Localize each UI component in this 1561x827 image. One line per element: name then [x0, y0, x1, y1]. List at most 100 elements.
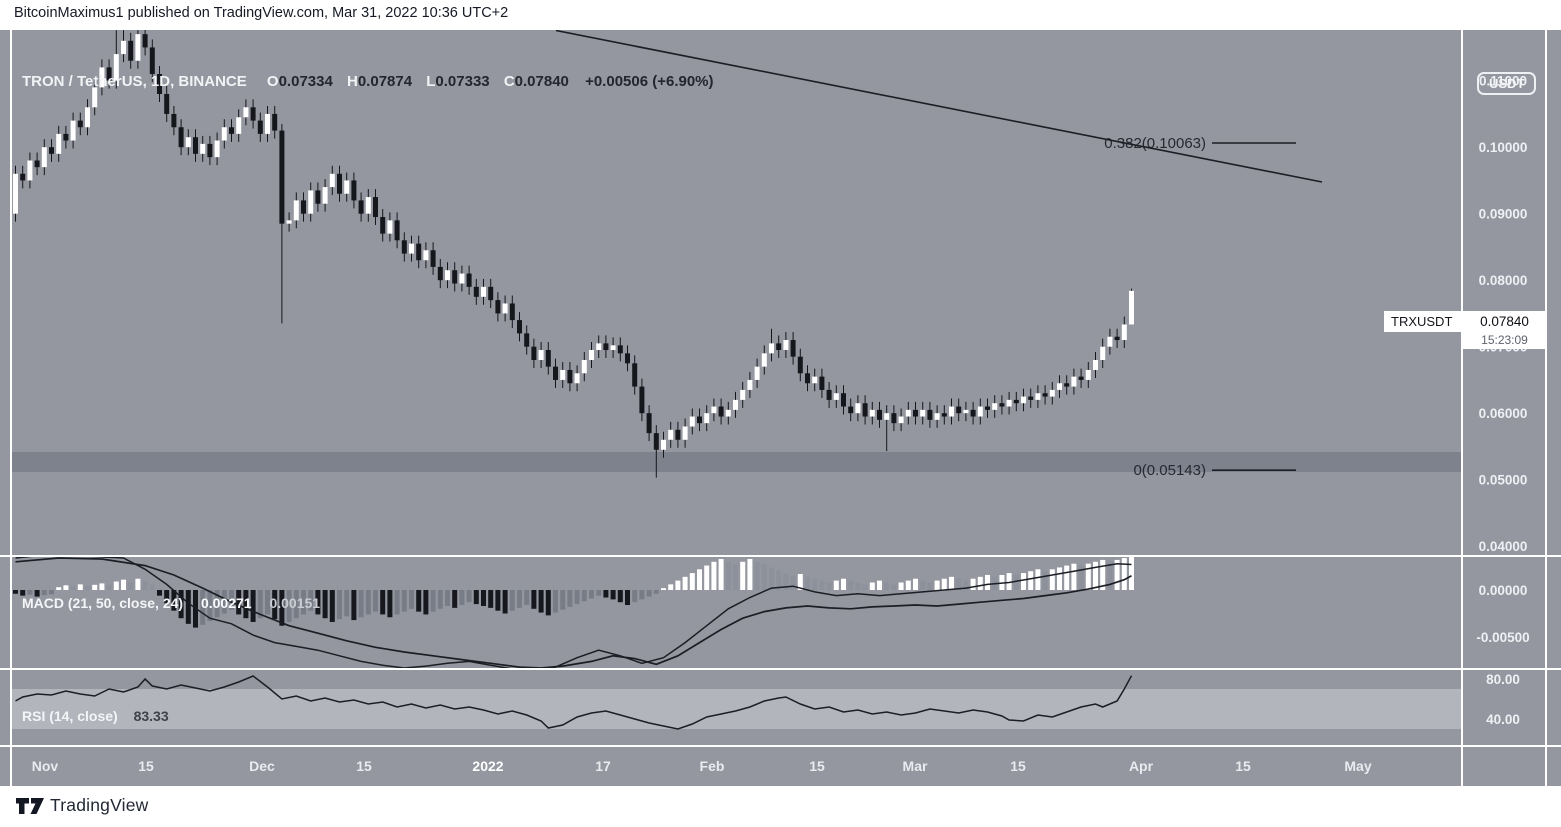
candle-body [747, 379, 753, 390]
candle-body [401, 240, 407, 254]
macd-histogram-bar [740, 561, 746, 590]
candle-body [1121, 324, 1127, 341]
macd-histogram-bar [682, 576, 688, 590]
candle-body [805, 373, 810, 384]
chart-area[interactable]: 0.382(0.10063) 0(0.05143) 0.11000 0.10000 0.… [0, 30, 1561, 786]
candles-layer [13, 30, 1134, 478]
candle-body [509, 303, 515, 321]
macd-histogram-bar [1035, 569, 1041, 590]
candle [293, 192, 299, 229]
macd-histogram-bar [488, 590, 494, 608]
currency-badge[interactable]: USDT [1477, 72, 1537, 95]
candle [279, 123, 285, 324]
candle [164, 86, 170, 122]
candle-body [1035, 393, 1041, 400]
time-axis[interactable]: Nov 15 Dec 15 2022 17 Feb 15 Mar 15 Apr 15 May [32, 758, 1372, 774]
candle [229, 119, 234, 142]
last-price-label-symbol: TRXUSDT [1384, 311, 1463, 332]
candle [243, 99, 249, 126]
candle [1071, 368, 1077, 395]
macd-histogram-bar [531, 590, 537, 609]
candle [711, 398, 717, 422]
candle-body [560, 369, 566, 380]
candle [855, 395, 861, 422]
candle-body [977, 406, 983, 417]
macd-histogram-bar [927, 582, 933, 590]
candle-body [589, 350, 594, 360]
candle-body [689, 416, 695, 427]
candle-body [740, 389, 746, 400]
candle-body [761, 353, 767, 367]
time-tick-label: 15 [1235, 758, 1251, 774]
macd-histogram-bar [459, 590, 465, 606]
candle-body [776, 343, 782, 351]
chart-canvas[interactable]: 0.382(0.10063) 0(0.05143) 0.11000 0.10000 0.… [0, 30, 1561, 786]
candle-body [365, 197, 371, 214]
panel-separator[interactable] [0, 668, 1561, 670]
candle [207, 135, 213, 166]
macd-histogram-bar [646, 590, 652, 597]
candle [661, 431, 666, 458]
candle-body [63, 133, 69, 141]
candle-body [841, 393, 846, 407]
candle [668, 421, 674, 448]
macd-histogram-bar [322, 590, 328, 619]
candle-body [20, 173, 26, 181]
macd-histogram-bar [380, 590, 386, 615]
macd-histogram-bar [589, 590, 594, 599]
candle [697, 408, 702, 432]
macd-histogram-bar [157, 590, 162, 596]
candle-body [517, 320, 522, 334]
macd-histogram-bar [733, 564, 738, 590]
time-tick-label: 15 [356, 758, 372, 774]
candle [27, 152, 33, 189]
macd-histogram-bar [841, 578, 846, 590]
candle-body [833, 393, 839, 400]
candle [639, 378, 645, 422]
macd-histogram-bar [545, 590, 551, 616]
candle-body [380, 217, 386, 234]
macd-histogram-bar [668, 584, 674, 590]
candle-body [545, 350, 551, 367]
candle-body [257, 120, 263, 134]
macd-histogram-bar [805, 576, 810, 590]
price-axis[interactable]: 0.110000.100000.090000.080000.070000.060… [1476, 74, 1529, 727]
tradingview-logo-text[interactable]: TradingView [50, 795, 149, 815]
macd-histogram-bar [553, 590, 558, 613]
macd-histogram-bar [481, 590, 486, 606]
candle-body [193, 137, 198, 154]
candle [351, 172, 357, 209]
publish-info-bar: BitcoinMaximus1 published on TradingView… [0, 0, 1561, 30]
candle-body [99, 67, 105, 88]
candle-body [301, 200, 306, 214]
last-price-label-value: 0.07840 [1463, 311, 1546, 332]
candle-body [34, 160, 40, 168]
tradingview-logo-icon[interactable] [15, 795, 45, 817]
candle [106, 59, 112, 89]
macd-histogram-bar [142, 581, 148, 590]
panel-separator[interactable] [0, 745, 1561, 747]
candle [581, 352, 587, 382]
candle-body [1028, 396, 1034, 400]
candle [725, 401, 731, 425]
macd-histogram-bar [1028, 571, 1034, 590]
candle [142, 30, 148, 56]
candle-body [265, 113, 270, 134]
price-axis-separator[interactable] [1461, 30, 1463, 786]
macd-histogram-bar [387, 590, 393, 618]
candle [466, 265, 472, 295]
price-tick-label: 0.06000 [1479, 406, 1528, 421]
trendline[interactable] [555, 30, 1323, 183]
candle [445, 262, 450, 289]
macd-histogram-bar [293, 590, 299, 619]
candle [1049, 381, 1055, 405]
macd-histogram-bar [41, 590, 47, 596]
candle [747, 371, 753, 398]
candle [1035, 385, 1041, 408]
panel-separator[interactable] [0, 555, 1561, 557]
rsi-range-band [10, 689, 1461, 729]
macd-histogram-bar [704, 565, 710, 590]
candle [625, 345, 630, 372]
macd-histogram-bar [560, 590, 566, 610]
candle [49, 139, 54, 162]
